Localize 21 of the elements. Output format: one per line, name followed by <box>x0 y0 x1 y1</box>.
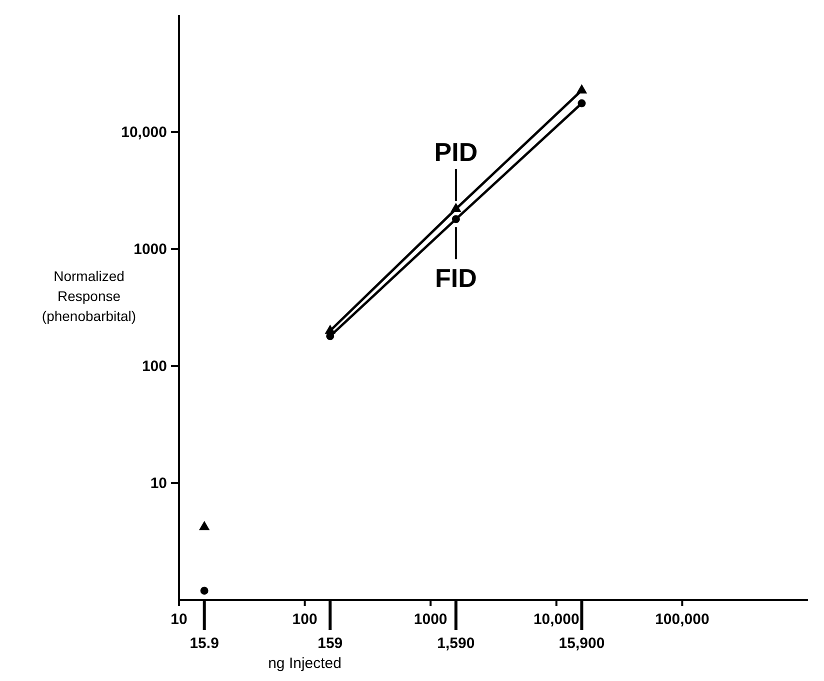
point <box>450 202 462 212</box>
x-axis-title: ng Injected <box>268 655 342 672</box>
series-label: PID <box>434 136 478 167</box>
annotation: 159 <box>318 635 343 652</box>
x-tick-label: 10,000 <box>533 611 580 628</box>
point <box>452 215 460 224</box>
point <box>576 84 588 94</box>
point <box>578 99 586 108</box>
annotation: 15.9 <box>190 635 219 652</box>
y-tick-label: 100 <box>142 358 167 375</box>
y-tick-label: 10,000 <box>121 124 167 141</box>
annotation: 15,900 <box>558 635 605 652</box>
y-tick-label: 10 <box>150 475 167 492</box>
y-tick-label: 1000 <box>134 241 167 258</box>
annotation: 1,590 <box>437 635 475 652</box>
x-tick-label: 1000 <box>414 611 448 628</box>
x-tick-label: 10 <box>170 611 188 628</box>
y-axis-title: Normalized Response (phenobarbital) <box>42 268 136 324</box>
legend-label: FID <box>434 263 477 294</box>
x-tick-label: 100 <box>292 611 318 628</box>
x-tick-label: 100,000 <box>655 611 710 628</box>
